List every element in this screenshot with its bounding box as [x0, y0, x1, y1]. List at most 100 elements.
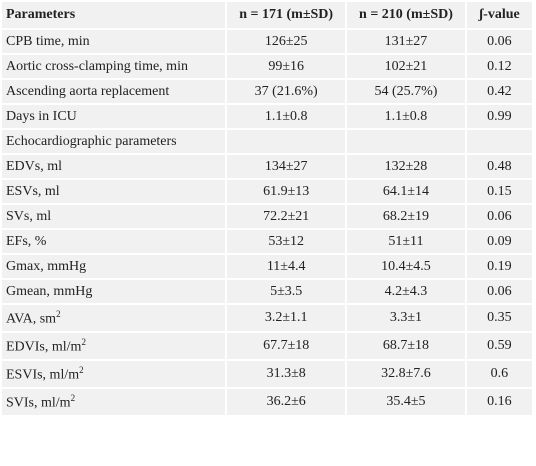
value-cell: 11±4.4	[227, 255, 346, 278]
value-cell: 0.15	[466, 180, 532, 203]
value-cell: 132±28	[347, 155, 465, 178]
header-cell: ʃ-value	[466, 2, 532, 28]
row-label: Days in ICU	[2, 105, 226, 128]
value-cell: 67.7±18	[227, 333, 346, 359]
header-cell: n = 210 (m±SD)	[347, 2, 465, 28]
value-cell: 0.06	[466, 205, 532, 228]
table-row: Echocardiographic parameters	[2, 130, 532, 153]
table-row: ESVIs, ml/m2 31.3±8 32.8±7.6 0.6	[2, 361, 532, 387]
table-row: SVs, ml 72.2±21 68.2±19 0.06	[2, 205, 532, 228]
superscript: 2	[56, 308, 61, 319]
value-cell: 1.1±0.8	[347, 105, 465, 128]
value-cell: 0.59	[466, 333, 532, 359]
empty-cell	[227, 130, 346, 153]
value-cell: 68.7±18	[347, 333, 465, 359]
label-text: Aortic cross-clamping time, min	[6, 58, 188, 74]
value-cell: 1.1±0.8	[227, 105, 346, 128]
row-label: Echocardiographic parameters	[2, 130, 226, 153]
label-text: Gmean, mmHg	[6, 283, 93, 299]
value-cell: 126±25	[227, 30, 346, 53]
label-text: EDVIs, ml/m	[6, 339, 82, 355]
value-cell: 36.2±6	[227, 389, 346, 415]
value-cell: 0.48	[466, 155, 532, 178]
row-label: ESVs, ml	[2, 180, 226, 203]
row-label: SVs, ml	[2, 205, 226, 228]
value-cell: 0.06	[466, 280, 532, 303]
table-row: Days in ICU 1.1±0.8 1.1±0.8 0.99	[2, 105, 532, 128]
value-cell: 3.3±1	[347, 305, 465, 331]
value-cell: 32.8±7.6	[347, 361, 465, 387]
label-text: EFs, %	[6, 233, 47, 249]
value-cell: 10.4±4.5	[347, 255, 465, 278]
value-cell: 3.2±1.1	[227, 305, 346, 331]
value-cell: 102±21	[347, 55, 465, 78]
row-label: SVIs, ml/m2	[2, 389, 226, 415]
table-body: CPB time, min 126±25 131±27 0.06 Aortic cros…	[2, 30, 532, 415]
superscript: 2	[70, 392, 76, 403]
label-text: EDVs, ml	[6, 158, 62, 174]
superscript: 2	[79, 364, 84, 375]
value-cell: 0.16	[466, 389, 532, 415]
label-text: CPB time, min	[6, 33, 90, 49]
value-cell: 72.2±21	[227, 205, 346, 228]
row-label: EDVs, ml	[2, 155, 226, 178]
label-text: Echocardiographic parameters	[6, 133, 177, 149]
row-label: EDVIs, ml/m2	[2, 333, 226, 359]
header-cell: n = 171 (m±SD)	[227, 2, 346, 28]
value-cell: 5±3.5	[227, 280, 346, 303]
value-cell: 0.6	[466, 361, 532, 387]
table-row: ESVs, ml 61.9±13 64.1±14 0.15	[2, 180, 532, 203]
table-row: SVIs, ml/m2 36.2±6 35.4±5 0.16	[2, 389, 532, 415]
empty-cell	[466, 130, 532, 153]
value-cell: 0.35	[466, 305, 532, 331]
value-cell: 0.42	[466, 80, 532, 103]
row-label: Gmean, mmHg	[2, 280, 226, 303]
table-row: AVA, sm2 3.2±1.1 3.3±1 0.35	[2, 305, 532, 331]
label-text: ESVs, ml	[6, 183, 60, 199]
value-cell: 0.19	[466, 255, 532, 278]
empty-cell	[347, 130, 465, 153]
superscript: 2	[81, 336, 86, 347]
row-label: CPB time, min	[2, 30, 226, 53]
value-cell: 0.06	[466, 30, 532, 53]
table-row: EDVs, ml 134±27 132±28 0.48	[2, 155, 532, 178]
table-row: Ascending aorta replacement 37 (21.6%) 54 …	[2, 80, 532, 103]
label-text: Days in ICU	[6, 108, 77, 124]
value-cell: 31.3±8	[227, 361, 346, 387]
table-row: CPB time, min 126±25 131±27 0.06	[2, 30, 532, 53]
row-label: AVA, sm2	[2, 305, 226, 331]
table-row: Aortic cross-clamping time, min 99±16 102±…	[2, 55, 532, 78]
value-cell: 54 (25.7%)	[347, 80, 465, 103]
row-label: Gmax, mmHg	[2, 255, 226, 278]
value-cell: 0.09	[466, 230, 532, 253]
label-text: ESVIs, ml/m	[6, 367, 80, 383]
value-cell: 35.4±5	[347, 389, 465, 415]
table-row: Gmean, mmHg 5±3.5 4.2±4.3 0.06	[2, 280, 532, 303]
value-cell: 53±12	[227, 230, 346, 253]
row-label: Aortic cross-clamping time, min	[2, 55, 226, 78]
value-cell: 64.1±14	[347, 180, 465, 203]
table-row: EDVIs, ml/m2 67.7±18 68.7±18 0.59	[2, 333, 532, 359]
value-cell: 4.2±4.3	[347, 280, 465, 303]
value-cell: 0.12	[466, 55, 532, 78]
header-row: Parameters n = 171 (m±SD) n = 210 (m±SD) ʃ-…	[2, 2, 532, 28]
value-cell: 68.2±19	[347, 205, 465, 228]
row-label: ESVIs, ml/m2	[2, 361, 226, 387]
value-cell: 0.99	[466, 105, 532, 128]
value-cell: 131±27	[347, 30, 465, 53]
value-cell: 51±11	[347, 230, 465, 253]
row-label: Ascending aorta replacement	[2, 80, 226, 103]
row-label: EFs, %	[2, 230, 226, 253]
value-cell: 37 (21.6%)	[227, 80, 346, 103]
label-text: SVIs, ml/m	[6, 395, 71, 411]
label-text: AVA, sm	[6, 311, 57, 327]
table-row: Gmax, mmHg 11±4.4 10.4±4.5 0.19	[2, 255, 532, 278]
label-text: Gmax, mmHg	[6, 258, 87, 274]
value-cell: 61.9±13	[227, 180, 346, 203]
header-cell: Parameters	[2, 2, 226, 28]
label-text: SVs, ml	[6, 208, 52, 224]
label-text: Ascending aorta replacement	[6, 83, 170, 99]
data-table: Parameters n = 171 (m±SD) n = 210 (m±SD) ʃ-…	[2, 2, 532, 415]
value-cell: 134±27	[227, 155, 346, 178]
